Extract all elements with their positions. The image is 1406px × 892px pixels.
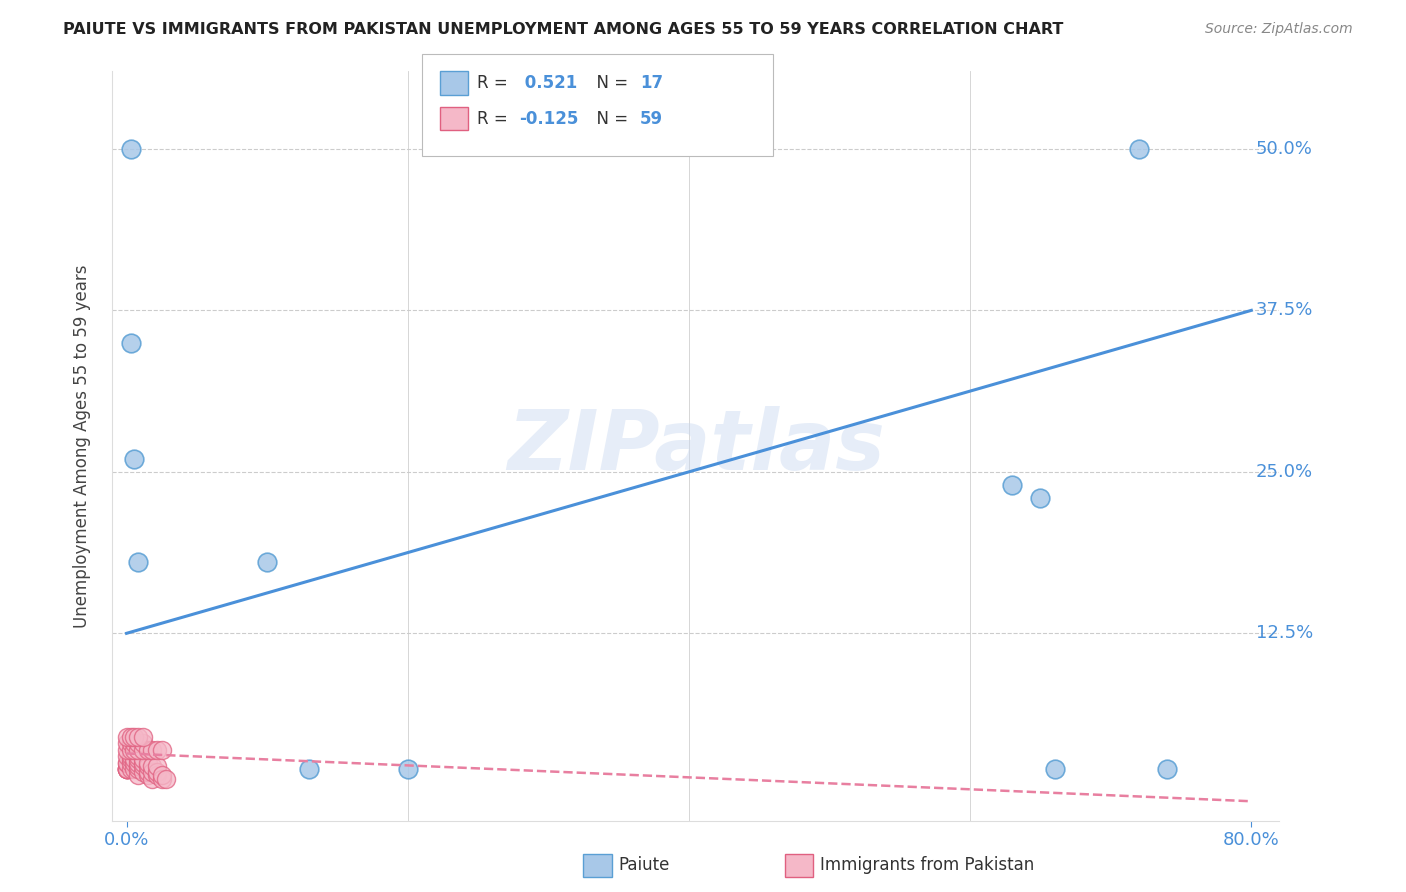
Point <box>136 768 159 782</box>
Text: N =: N = <box>586 74 634 92</box>
Point <box>122 736 145 750</box>
Text: 17: 17 <box>640 74 662 92</box>
Point <box>115 762 138 776</box>
Point <box>141 742 163 756</box>
Point <box>141 759 163 773</box>
Point <box>120 749 142 764</box>
Point <box>127 742 149 756</box>
Point <box>122 751 145 765</box>
Point <box>146 768 169 782</box>
Point <box>136 756 159 770</box>
Point <box>132 742 155 756</box>
Text: 12.5%: 12.5% <box>1256 624 1313 642</box>
Point <box>127 749 149 764</box>
Point <box>120 742 142 756</box>
Text: Source: ZipAtlas.com: Source: ZipAtlas.com <box>1205 22 1353 37</box>
Point <box>115 742 138 756</box>
Point <box>115 762 138 776</box>
Point <box>127 751 149 765</box>
Point <box>136 764 159 779</box>
Text: Paiute: Paiute <box>619 856 671 874</box>
Point <box>146 742 169 756</box>
Point <box>150 772 173 787</box>
Point <box>120 756 142 770</box>
Point <box>120 751 142 765</box>
Point <box>127 768 149 782</box>
Point <box>136 759 159 773</box>
Point <box>127 762 149 776</box>
Point <box>122 762 145 776</box>
Point <box>120 736 142 750</box>
Point <box>150 742 173 756</box>
Point <box>115 762 138 776</box>
Text: 59: 59 <box>640 110 662 128</box>
Text: Immigrants from Pakistan: Immigrants from Pakistan <box>820 856 1033 874</box>
Point <box>132 730 155 744</box>
Point <box>132 736 155 750</box>
Text: PAIUTE VS IMMIGRANTS FROM PAKISTAN UNEMPLOYMENT AMONG AGES 55 TO 59 YEARS CORREL: PAIUTE VS IMMIGRANTS FROM PAKISTAN UNEMP… <box>63 22 1064 37</box>
Point <box>122 756 145 770</box>
Point <box>150 768 173 782</box>
Point <box>127 736 149 750</box>
Point <box>1029 491 1052 505</box>
Point <box>115 762 138 776</box>
Point <box>120 142 142 156</box>
Point <box>115 762 138 776</box>
Point <box>127 555 149 569</box>
Text: R =: R = <box>477 74 513 92</box>
Point <box>115 762 138 776</box>
Point <box>115 762 138 776</box>
Point <box>120 762 142 776</box>
Text: -0.125: -0.125 <box>519 110 578 128</box>
Point <box>115 756 138 770</box>
Point <box>132 759 155 773</box>
Point <box>132 764 155 779</box>
Point <box>115 736 138 750</box>
Text: R =: R = <box>477 110 513 128</box>
Point <box>132 756 155 770</box>
Point <box>256 555 278 569</box>
Point <box>120 730 142 744</box>
Point <box>127 759 149 773</box>
Text: 25.0%: 25.0% <box>1256 463 1313 481</box>
Point <box>1001 477 1024 491</box>
Point <box>141 772 163 787</box>
Text: 50.0%: 50.0% <box>1256 140 1312 158</box>
Point <box>1128 142 1150 156</box>
Point <box>146 759 169 773</box>
Point <box>396 762 419 776</box>
Point <box>120 335 142 350</box>
Text: ZIPatlas: ZIPatlas <box>508 406 884 486</box>
Point <box>136 742 159 756</box>
Point <box>141 764 163 779</box>
Point <box>122 742 145 756</box>
Point <box>1156 762 1178 776</box>
Text: 0.521: 0.521 <box>519 74 576 92</box>
Point <box>122 730 145 744</box>
Point <box>122 451 145 466</box>
Point <box>115 749 138 764</box>
Text: 37.5%: 37.5% <box>1256 301 1313 319</box>
Point <box>127 730 149 744</box>
Point <box>146 764 169 779</box>
Point <box>127 756 149 770</box>
Point <box>1043 762 1066 776</box>
Y-axis label: Unemployment Among Ages 55 to 59 years: Unemployment Among Ages 55 to 59 years <box>73 264 91 628</box>
Point <box>298 762 321 776</box>
Text: N =: N = <box>586 110 634 128</box>
Point <box>132 751 155 765</box>
Point <box>115 730 138 744</box>
Point <box>155 772 177 787</box>
Point <box>115 756 138 770</box>
